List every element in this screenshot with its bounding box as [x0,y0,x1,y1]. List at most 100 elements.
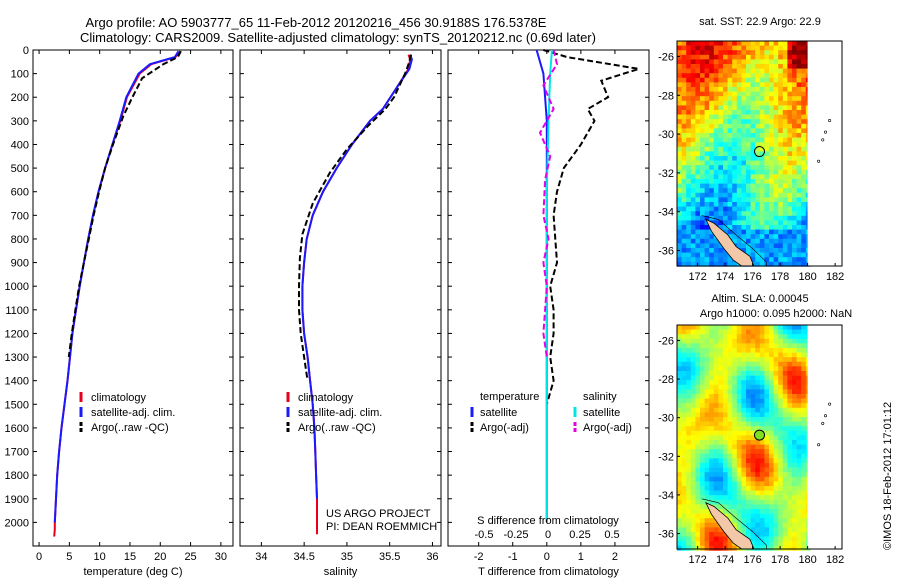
map-cell [681,50,687,56]
map-cell [681,463,687,468]
map-cell [759,96,765,102]
map-cell [755,394,761,399]
map-cell [769,357,774,363]
map-cell [750,472,756,478]
map-cell [713,458,719,464]
map-cell [686,215,692,221]
map-cell [677,229,682,235]
map-cell [792,261,797,267]
map-cell [709,87,715,92]
map-cell [773,352,779,358]
map-cell [709,183,715,189]
map-cell [690,375,696,381]
map-cell [801,192,807,198]
map-cell [778,384,784,390]
map-cell [787,504,793,510]
map-cell [736,509,742,514]
map-cell [801,261,807,267]
map-cell [792,211,797,217]
map-cell [773,174,779,180]
map-cell [769,394,774,399]
map-cell [690,417,696,422]
map-cell [801,105,807,111]
map-cell [727,197,733,203]
map-cell [759,398,765,404]
map-cell [681,384,687,390]
map-cell [773,261,779,267]
map-cell [732,403,738,409]
map-cell [773,225,779,230]
map-cell [782,384,788,390]
map-cell [801,225,807,230]
map-cell [732,375,738,381]
map-cell [713,435,719,441]
map-cell [796,361,802,367]
map-cell [695,91,701,97]
map-cell [787,146,793,152]
map-cell [681,472,687,478]
map-cell [686,229,692,235]
map-cell [704,329,710,335]
map-cell [695,234,701,240]
map-cell [677,449,682,455]
map-cell [723,380,728,386]
map-cell [718,541,724,547]
map-cell [778,453,784,459]
map-cell [709,45,715,51]
map-cell [782,440,788,445]
map-cell [801,215,807,221]
map-cell [773,504,779,510]
map-cell [709,156,715,161]
map-cell [704,73,710,79]
map-cell [736,444,742,450]
map-cell [764,389,770,395]
map-cell [700,467,705,473]
map-cell [750,444,756,450]
map-cell [741,325,747,330]
map-cell [796,160,802,166]
map-cell [773,338,779,344]
map-cell [690,82,696,88]
map-cell [677,421,682,427]
map-cell [727,156,733,161]
map-cell [792,225,797,230]
map-cell [792,522,797,528]
map-cell [792,229,797,235]
map-cell [741,504,747,510]
map-cell [759,509,765,514]
map-cell [759,338,765,344]
map-cell [681,174,687,180]
map-cell [686,105,692,111]
map-cell [778,334,784,340]
map-cell [732,156,738,161]
map-cell [778,137,784,143]
map-cell [709,403,715,409]
map-cell [796,54,802,60]
map-cell [736,64,742,69]
map-cell [690,398,696,404]
x-tick-label-0-0: 0 [36,551,42,563]
map-cell [681,156,687,161]
map-cell [695,211,701,217]
map-cell [778,206,784,212]
map-cell [713,325,719,330]
map-cell [681,545,687,551]
map-cell [759,243,765,249]
map-cell [801,453,807,459]
map-cell [709,384,715,390]
map-cell [709,522,715,528]
map-cell [759,215,765,221]
map-cell [787,389,793,395]
map-cell [778,513,784,519]
map-cell [732,495,738,501]
map-cell [713,68,719,74]
map-cell [759,151,765,157]
map-cell [792,252,797,258]
map-cell [695,165,701,171]
map-cell [755,96,761,102]
map-cell [778,59,784,65]
map-cell [792,389,797,395]
map-cell [690,238,696,244]
map-cell [709,527,715,533]
map-cell [773,509,779,514]
